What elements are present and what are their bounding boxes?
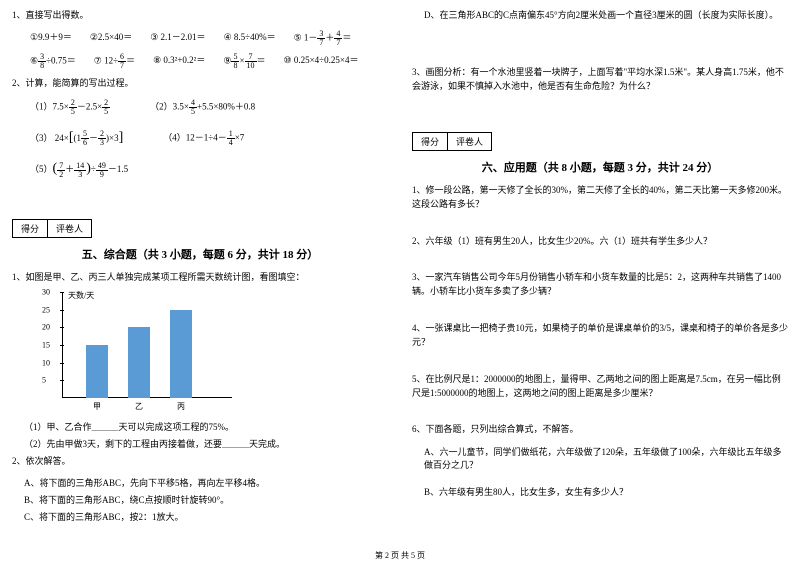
page-footer: 第 2 页 共 5 页 [0,550,800,561]
sq1-sub2: （2）先由甲做3天，剩下的工程由丙接着做，还要＿＿＿天完成。 [24,437,388,450]
aq2: 2、六年级（1）班有男生20人，比女生少20%。六（1）班共有学生多少人？ [412,234,788,248]
score-box-6: 得分 评卷人 [412,132,492,151]
q1-1: ①9.9＋9＝ [30,30,72,47]
aq6a: A、六一儿童节，同学们做纸花，六年级做了120朵，五年级做了100朵，六年级比五… [424,445,788,471]
q2-title: 2、计算，能简算的写出过程。 [12,76,388,90]
rq-d: D、在三角形ABC的C点南偏东45°方向2厘米处画一个直径3厘米的圆（长度为实际… [424,8,788,21]
q1-10: ⑩ 0.25×4÷0.25×4＝ [284,53,359,70]
sq2-c: C、将下面的三角形ABC，按2：1放大。 [24,510,388,523]
q1-title: 1、直接写出得数。 [12,8,388,22]
q1-8: ⑧ 0.3²+0.2²＝ [153,53,205,70]
bar-chart: 天数/天51015202530甲乙丙 [42,292,388,412]
score-label: 得分 [413,133,448,150]
q1-6: ⑥38÷0.75＝ [30,53,76,70]
q1-2: ②2.5×40＝ [90,30,132,47]
rq3: 3、画图分析：有一个水池里竖着一块牌子，上面写着"平均水深1.5米"。某人身高1… [412,65,788,94]
sq1-title: 1、如图是甲、乙、丙三人单独完成某项工程所需天数统计图，看图填空： [12,270,388,284]
aq1: 1、修一段公路，第一天修了全长的30%，第二天修了全长的40%，第二天比第一天多… [412,183,788,212]
q1-3: ③ 2.1－2.01＝ [150,30,205,47]
q1-row1: ①9.9＋9＝ ②2.5×40＝ ③ 2.1－2.01＝ ④ 8.5÷40%＝ … [30,30,388,47]
q1-row2: ⑥38÷0.75＝ ⑦ 12÷67＝ ⑧ 0.3²+0.2²＝ ⑨58×710＝… [30,53,388,70]
aq4: 4、一张课桌比一把椅子贵10元，如果椅子的单价是课桌单价的3/5，课桌和椅子的单… [412,321,788,350]
aq5: 5、在比例尺是1：2000000的地图上，量得甲、乙两地之间的图上距离是7.5c… [412,372,788,401]
q1-4: ④ 8.5÷40%＝ [224,30,276,47]
sq2-a: A、将下面的三角形ABC，先向下平移5格，再向左平移4格。 [24,476,388,489]
aq3: 3、一家汽车销售公司今年5月份销售小轿车和小货车数量的比是5：2，这两种车共销售… [412,270,788,299]
q2-e4: （4）12－1÷4－14×7 [163,130,244,147]
q2-e3: （3） 24×[(156－23)×3] [30,130,123,147]
aq6b: B、六年级有男生80人，比女生多，女生有多少人？ [424,485,788,498]
sq2-b: B、将下面的三角形ABC，绕C点按顺时针旋转90°。 [24,493,388,506]
q2-e2: （2）3.5×45+5.5×80%＋0.8 [150,99,255,116]
q2-e5: （5）(72＋143)÷499－1.5 [30,161,128,178]
q2-e1: （1）7.5×25－2.5×25 [30,99,110,116]
sq1-sub1: （1）甲、乙合作＿＿＿天可以完成这项工程的75%。 [24,420,388,433]
section6-title: 六、应用题（共 8 小题，每题 3 分，共计 24 分） [412,159,788,175]
q1-5: ⑤ 1－37＋47＝ [294,30,352,47]
reviewer-label: 评卷人 [448,133,491,150]
reviewer-label: 评卷人 [48,220,91,237]
score-box-5: 得分 评卷人 [12,219,92,238]
aq6: 6、下面各题，只列出综合算式，不解答。 [412,422,788,436]
section5-title: 五、综合题（共 3 小题，每题 6 分，共计 18 分） [12,246,388,262]
q1-9: ⑨58×710＝ [223,53,265,70]
score-label: 得分 [13,220,48,237]
sq2-title: 2、依次解答。 [12,454,388,468]
q1-7: ⑦ 12÷67＝ [94,53,135,70]
